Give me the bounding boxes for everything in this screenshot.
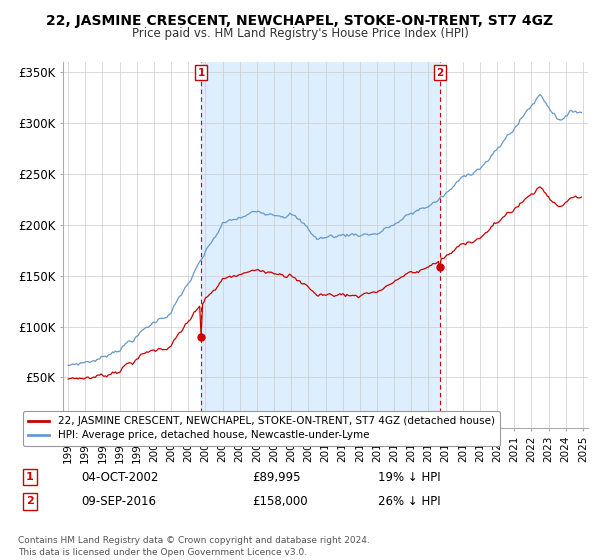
Text: 09-SEP-2016: 09-SEP-2016 (81, 494, 156, 508)
Text: 26% ↓ HPI: 26% ↓ HPI (378, 494, 440, 508)
Text: 2: 2 (436, 68, 443, 78)
Text: £158,000: £158,000 (252, 494, 308, 508)
Text: £89,995: £89,995 (252, 470, 301, 484)
Legend: 22, JASMINE CRESCENT, NEWCHAPEL, STOKE-ON-TRENT, ST7 4GZ (detached house), HPI: : 22, JASMINE CRESCENT, NEWCHAPEL, STOKE-O… (23, 411, 500, 446)
Bar (201, 62, 440, 428)
Text: Price paid vs. HM Land Registry's House Price Index (HPI): Price paid vs. HM Land Registry's House … (131, 27, 469, 40)
Text: 2: 2 (26, 496, 34, 506)
Text: 1: 1 (26, 472, 34, 482)
Text: 1: 1 (197, 68, 205, 78)
Text: 19% ↓ HPI: 19% ↓ HPI (378, 470, 440, 484)
Text: 22, JASMINE CRESCENT, NEWCHAPEL, STOKE-ON-TRENT, ST7 4GZ: 22, JASMINE CRESCENT, NEWCHAPEL, STOKE-O… (46, 14, 554, 28)
Text: Contains HM Land Registry data © Crown copyright and database right 2024.
This d: Contains HM Land Registry data © Crown c… (18, 536, 370, 557)
Text: 04-OCT-2002: 04-OCT-2002 (81, 470, 158, 484)
